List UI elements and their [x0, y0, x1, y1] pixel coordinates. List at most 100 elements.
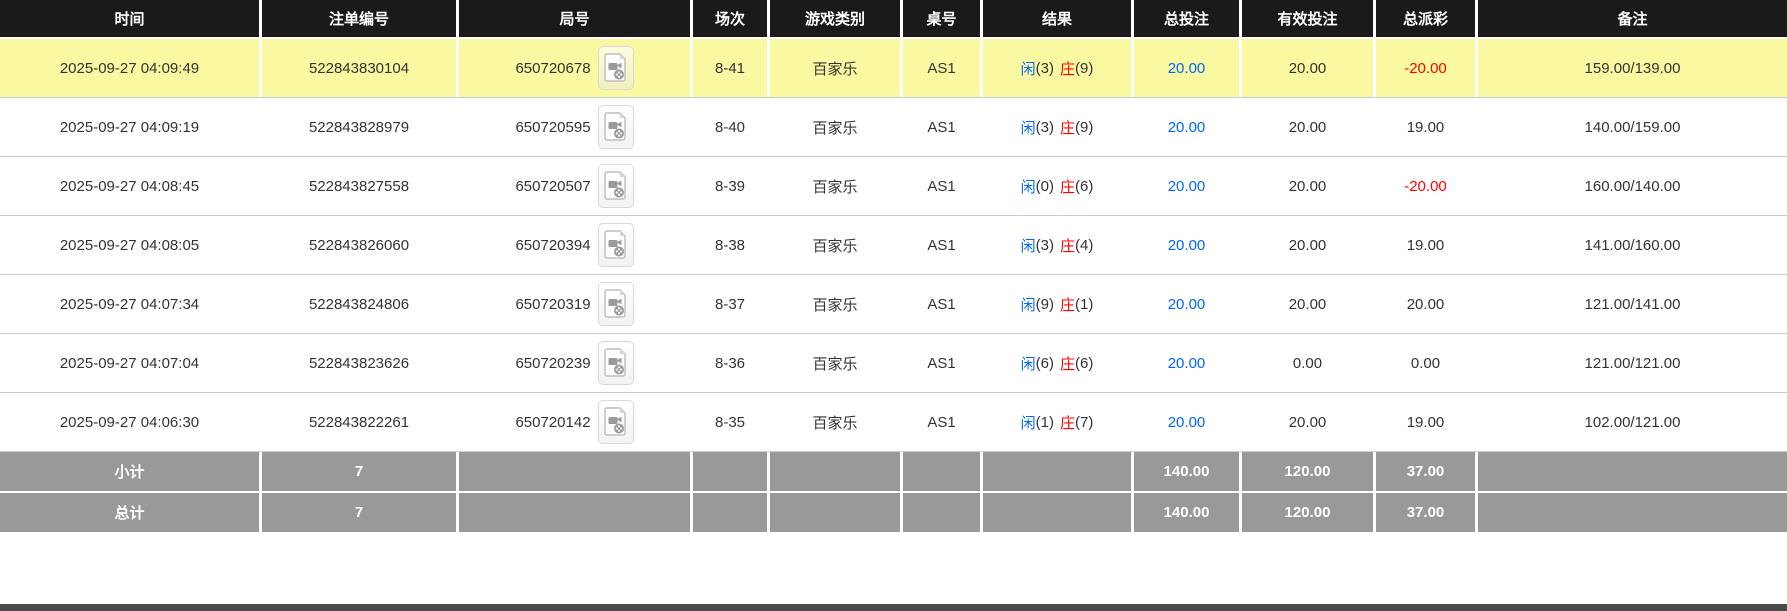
- round-cell: 650720507: [459, 157, 690, 215]
- player-label: 闲: [1020, 414, 1036, 432]
- bet-id-cell: 522843823626: [262, 334, 456, 392]
- banker-score: (6): [1075, 354, 1094, 372]
- summary-total-payout-cell: 37.00: [1376, 452, 1475, 491]
- column-header-session: 场次: [693, 0, 767, 37]
- player-score: (1): [1035, 413, 1054, 431]
- total-payout-cell: 20.00: [1376, 275, 1475, 333]
- video-replay-icon: [603, 111, 628, 144]
- player-label: 闲: [1020, 178, 1036, 196]
- game-type-cell: 百家乐: [770, 157, 900, 215]
- bet-id-cell: 522843826060: [262, 216, 456, 274]
- total-payout-cell: -20.00: [1376, 39, 1475, 97]
- table-no-cell: AS1: [903, 39, 980, 97]
- bet-id-cell: 522843827558: [262, 157, 456, 215]
- total-bet-cell: 20.00: [1134, 98, 1239, 156]
- player-label: 闲: [1020, 237, 1036, 255]
- remark-cell: 121.00/121.00: [1478, 334, 1787, 392]
- round-id-text: 650720507: [515, 177, 591, 195]
- summary-row: 总计 7 140.00 120.00 37.00: [0, 491, 1787, 532]
- round-cell: 650720678: [459, 39, 690, 97]
- session-cell: 8-40: [693, 98, 767, 156]
- summary-empty-cell: [903, 452, 980, 491]
- banker-label: 庄: [1060, 414, 1076, 432]
- valid-bet-cell: 20.00: [1242, 157, 1373, 215]
- table-row[interactable]: 2025-09-27 04:07:34 522843824806 6507203…: [0, 274, 1787, 333]
- video-replay-button[interactable]: [597, 400, 634, 444]
- total-payout-cell: 19.00: [1376, 98, 1475, 156]
- summary-empty-cell: [983, 452, 1131, 491]
- table-footer: 小计 7 140.00 120.00 37.00 总计 7 140.00 120…: [0, 451, 1787, 532]
- result-cell: 闲 (3) 庄 (9): [983, 98, 1131, 156]
- summary-empty-cell: [770, 493, 900, 532]
- session-cell: 8-41: [693, 39, 767, 97]
- summary-valid-bet-cell: 120.00: [1242, 452, 1373, 491]
- round-cell: 650720595: [459, 98, 690, 156]
- round-id-text: 650720394: [515, 236, 591, 254]
- video-replay-icon: [603, 229, 628, 262]
- table-row[interactable]: 2025-09-27 04:09:19 522843828979 6507205…: [0, 97, 1787, 156]
- valid-bet-cell: 20.00: [1242, 216, 1373, 274]
- player-score: (3): [1035, 59, 1054, 77]
- session-cell: 8-37: [693, 275, 767, 333]
- table-row[interactable]: 2025-09-27 04:08:45 522843827558 6507205…: [0, 156, 1787, 215]
- valid-bet-cell: 20.00: [1242, 393, 1373, 451]
- round-cell: 650720142: [459, 393, 690, 451]
- table-header-row: 时间 注单编号 局号 场次 游戏类别 桌号 结果 总投注 有效投注 总派彩 备注: [0, 0, 1787, 37]
- video-replay-button[interactable]: [597, 223, 634, 267]
- column-header-round_id: 局号: [459, 0, 690, 37]
- session-cell: 8-38: [693, 216, 767, 274]
- remark-cell: 102.00/121.00: [1478, 393, 1787, 451]
- summary-count-cell: 7: [262, 493, 456, 532]
- time-cell: 2025-09-27 04:08:05: [0, 216, 259, 274]
- column-header-valid_bet: 有效投注: [1242, 0, 1373, 37]
- session-cell: 8-36: [693, 334, 767, 392]
- valid-bet-cell: 20.00: [1242, 98, 1373, 156]
- video-replay-button[interactable]: [597, 282, 634, 326]
- round-id-text: 650720678: [515, 59, 591, 77]
- result-cell: 闲 (3) 庄 (9): [983, 39, 1131, 97]
- round-id-text: 650720319: [515, 295, 591, 313]
- summary-empty-cell: [1478, 452, 1787, 491]
- result-cell: 闲 (3) 庄 (4): [983, 216, 1131, 274]
- table-row[interactable]: 2025-09-27 04:09:49 522843830104 6507206…: [0, 38, 1787, 97]
- video-replay-button[interactable]: [597, 341, 634, 385]
- player-score: (9): [1035, 295, 1054, 313]
- table-row[interactable]: 2025-09-27 04:06:30 522843822261 6507201…: [0, 392, 1787, 451]
- video-replay-button[interactable]: [597, 164, 634, 208]
- summary-total-bet-cell: 140.00: [1134, 452, 1239, 491]
- table-body: 2025-09-27 04:09:49 522843830104 6507206…: [0, 38, 1787, 451]
- banker-label: 庄: [1060, 60, 1076, 78]
- player-score: (3): [1035, 236, 1054, 254]
- player-label: 闲: [1020, 355, 1036, 373]
- table-row[interactable]: 2025-09-27 04:07:04 522843823626 6507202…: [0, 333, 1787, 392]
- time-cell: 2025-09-27 04:09:19: [0, 98, 259, 156]
- bet-id-cell: 522843824806: [262, 275, 456, 333]
- column-header-table_no: 桌号: [903, 0, 980, 37]
- column-header-total_bet: 总投注: [1134, 0, 1239, 37]
- video-replay-button[interactable]: [597, 46, 634, 90]
- player-score: (0): [1035, 177, 1054, 195]
- round-cell: 650720239: [459, 334, 690, 392]
- player-label: 闲: [1020, 296, 1036, 314]
- round-id-text: 650720239: [515, 354, 591, 372]
- summary-total-bet-cell: 140.00: [1134, 493, 1239, 532]
- session-cell: 8-39: [693, 157, 767, 215]
- window-bottom-edge: [0, 604, 1787, 611]
- round-cell: 650720394: [459, 216, 690, 274]
- remark-cell: 140.00/159.00: [1478, 98, 1787, 156]
- summary-label-cell: 总计: [0, 493, 259, 532]
- video-replay-icon: [603, 406, 628, 439]
- video-replay-button[interactable]: [597, 105, 634, 149]
- total-payout-cell: 19.00: [1376, 216, 1475, 274]
- total-bet-cell: 20.00: [1134, 39, 1239, 97]
- time-cell: 2025-09-27 04:09:49: [0, 39, 259, 97]
- summary-count-cell: 7: [262, 452, 456, 491]
- game-type-cell: 百家乐: [770, 216, 900, 274]
- banker-score: (6): [1075, 177, 1094, 195]
- banker-score: (1): [1075, 295, 1094, 313]
- bet-id-cell: 522843828979: [262, 98, 456, 156]
- table-row[interactable]: 2025-09-27 04:08:05 522843826060 6507203…: [0, 215, 1787, 274]
- player-score: (6): [1035, 354, 1054, 372]
- game-type-cell: 百家乐: [770, 275, 900, 333]
